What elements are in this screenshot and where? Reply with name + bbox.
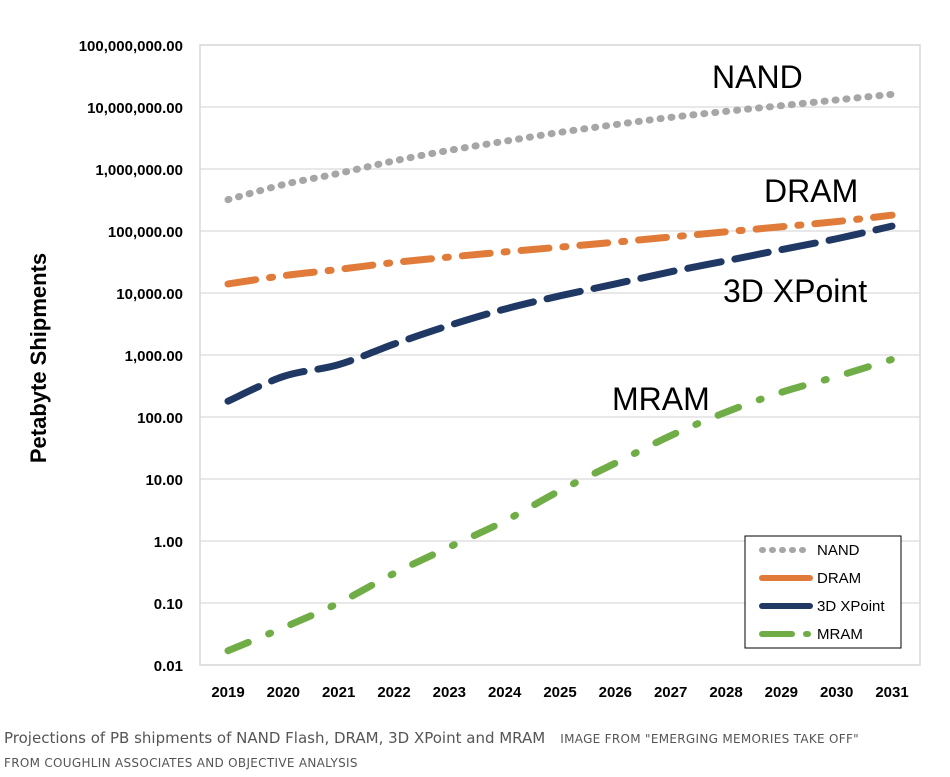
y-tick-label: 1,000,000.00 — [95, 162, 183, 179]
series-lines — [224, 90, 896, 655]
y-tick-label: 1,000.00 — [125, 348, 183, 365]
x-tick-label: 2023 — [433, 684, 466, 701]
y-tick-label: 100,000.00 — [108, 224, 183, 241]
x-tick-label: 2029 — [765, 684, 798, 701]
annotation-mram: MRAM — [612, 381, 710, 417]
x-tick-label: 2025 — [543, 684, 576, 701]
y-tick-label: 100.00 — [137, 410, 183, 427]
figure-caption: Projections of PB shipments of NAND Flas… — [4, 724, 944, 777]
x-tick-label: 2028 — [709, 684, 742, 701]
caption-credit: Image from "Emerging Memories Take Off" — [560, 732, 860, 746]
y-tick-labels: 0.01 0.10 1.00 10.00 100.00 1,000.00 10,000.00… — [79, 38, 183, 675]
x-tick-label: 2021 — [322, 684, 355, 701]
y-tick-label: 10.00 — [145, 472, 183, 489]
x-tick-label: 2026 — [599, 684, 632, 701]
y-tick-label: 10,000,000.00 — [87, 100, 183, 117]
y-axis-label: Petabyte Shipments — [26, 253, 51, 463]
y-tick-label: 10,000.00 — [116, 286, 183, 303]
y-tick-label: 0.01 — [154, 658, 183, 675]
annotation-3d-xpoint: 3D XPoint — [723, 273, 867, 309]
chart-area: Petabyte Shipments 0.01 0.10 1.00 10.00 100.… — [26, 38, 921, 701]
x-tick-labels: 2019 2020 2021 2022 2023 2024 2025 2026 2027 2028… — [211, 684, 908, 701]
caption-credit-source: from Coughlin Associates and Objective A… — [4, 756, 358, 770]
x-tick-label: 2031 — [875, 684, 908, 701]
x-tick-label: 2020 — [267, 684, 300, 701]
legend: NAND DRAM 3D XPoint MRAM — [744, 535, 902, 649]
series-line-mram — [224, 355, 896, 655]
legend-label-3d-xpoint: 3D XPoint — [817, 598, 885, 615]
x-tick-label: 2022 — [377, 684, 410, 701]
y-tick-label: 1.00 — [154, 534, 183, 551]
caption-text: Projections of PB shipments of NAND Flas… — [4, 729, 546, 747]
plot-frame — [199, 44, 921, 666]
legend-box — [744, 535, 902, 649]
y-tick-label: 100,000,000.00 — [79, 38, 183, 55]
x-tick-label: 2019 — [211, 684, 244, 701]
legend-label-mram: MRAM — [817, 626, 863, 643]
legend-label-nand: NAND — [817, 542, 860, 559]
x-tick-label: 2024 — [488, 684, 522, 701]
y-tick-label: 0.10 — [154, 596, 183, 613]
legend-label-dram: DRAM — [817, 570, 861, 587]
x-tick-label: 2027 — [654, 684, 687, 701]
annotation-nand: NAND — [712, 59, 803, 95]
series-line-3d-xpoint — [224, 222, 896, 405]
x-tick-label: 2030 — [820, 684, 853, 701]
annotation-dram: DRAM — [764, 173, 858, 209]
series-line-dram — [224, 211, 896, 288]
series-line-nand — [224, 90, 896, 204]
